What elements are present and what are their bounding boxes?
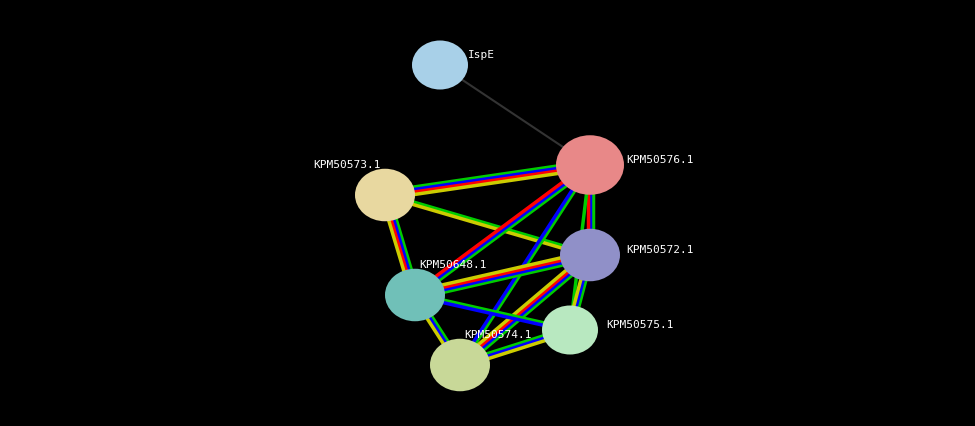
- Text: KPM50574.1: KPM50574.1: [464, 330, 531, 340]
- Ellipse shape: [556, 135, 624, 195]
- Ellipse shape: [385, 269, 445, 321]
- Ellipse shape: [560, 229, 620, 281]
- Text: KPM50575.1: KPM50575.1: [606, 320, 674, 330]
- Text: KPM50573.1: KPM50573.1: [314, 160, 381, 170]
- Text: IspE: IspE: [468, 50, 495, 60]
- Text: KPM50576.1: KPM50576.1: [626, 155, 693, 165]
- Ellipse shape: [430, 339, 490, 391]
- Ellipse shape: [542, 305, 598, 354]
- Ellipse shape: [355, 169, 415, 221]
- Text: KPM50648.1: KPM50648.1: [419, 260, 487, 270]
- Text: KPM50572.1: KPM50572.1: [626, 245, 693, 255]
- Ellipse shape: [412, 40, 468, 89]
